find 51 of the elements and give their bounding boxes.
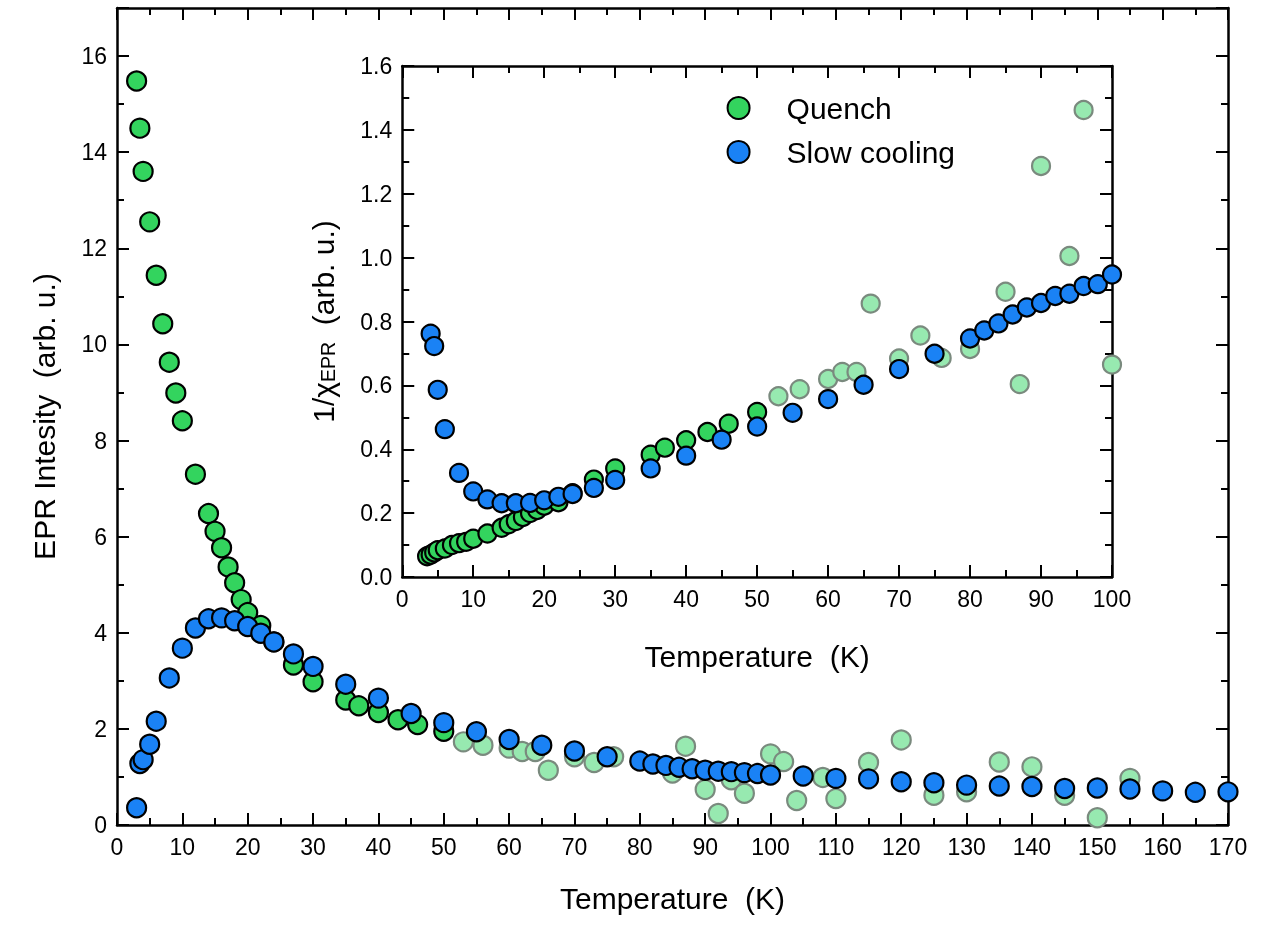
- x-tick-label: 140: [1012, 833, 1052, 860]
- x-tick-label: 160: [1143, 833, 1182, 860]
- legend-label: Quench: [786, 91, 892, 125]
- x-tick-label: 60: [815, 585, 841, 612]
- y-tick-label: 10: [81, 331, 107, 358]
- x-tick-label: 50: [744, 585, 770, 612]
- y-tick-label: 1.6: [360, 53, 393, 79]
- x-tick-label: 30: [300, 833, 326, 860]
- y-tick-label: 12: [81, 235, 107, 262]
- x-tick-label: 30: [602, 585, 628, 612]
- x-axis-title: Temperature (K): [644, 639, 870, 673]
- y-tick-label: 4: [94, 619, 108, 646]
- x-tick-label: 10: [169, 833, 196, 860]
- y-axis-title: 1/χEPR (arb. u.): [306, 220, 340, 423]
- y-tick-label: 0: [94, 812, 107, 838]
- x-tick-label: 100: [1092, 585, 1132, 612]
- x-tick-label: 50: [430, 833, 457, 860]
- y-tick-label: 0.6: [360, 372, 393, 399]
- x-axis-title: Temperature (K): [559, 881, 786, 915]
- x-tick-label: 150: [1078, 833, 1117, 860]
- y-tick-label: 1.0: [360, 244, 393, 271]
- y-tick-label: 1.4: [360, 116, 393, 143]
- y-tick-label: 16: [81, 43, 107, 70]
- x-tick-label: 90: [1028, 585, 1054, 612]
- x-tick-label: 110: [817, 833, 855, 860]
- y-tick-label: 8: [94, 427, 107, 454]
- x-tick-label: 100: [751, 833, 790, 860]
- y-tick-label: 1.2: [360, 180, 393, 207]
- y-tick-label: 14: [81, 139, 108, 166]
- y-tick-label: 0.4: [360, 436, 393, 463]
- y-tick-label: 2: [94, 715, 107, 742]
- x-tick-label: 130: [947, 833, 986, 860]
- x-tick-label: 80: [627, 833, 653, 860]
- x-tick-label: 120: [882, 833, 921, 860]
- x-tick-label: 90: [692, 833, 718, 860]
- y-tick-label: 0.0: [360, 564, 393, 590]
- y-tick-label: 0.8: [360, 308, 393, 335]
- x-tick-label: 20: [531, 585, 557, 612]
- x-tick-label: 70: [561, 833, 588, 860]
- legend-label: Slow cooling: [786, 135, 956, 169]
- x-tick-label: 20: [234, 833, 261, 860]
- y-tick-label: 6: [94, 523, 107, 550]
- x-tick-label: 60: [496, 833, 522, 860]
- y-tick-label: 0.2: [360, 500, 393, 527]
- x-tick-label: 40: [365, 833, 392, 860]
- x-tick-label: 70: [886, 585, 912, 612]
- x-tick-label: 170: [1208, 833, 1248, 860]
- x-tick-label: 80: [957, 585, 983, 612]
- x-tick-label: 10: [460, 585, 487, 612]
- x-tick-label: 40: [673, 585, 699, 612]
- y-axis-title: EPR Intesity (arb. u.): [27, 273, 61, 560]
